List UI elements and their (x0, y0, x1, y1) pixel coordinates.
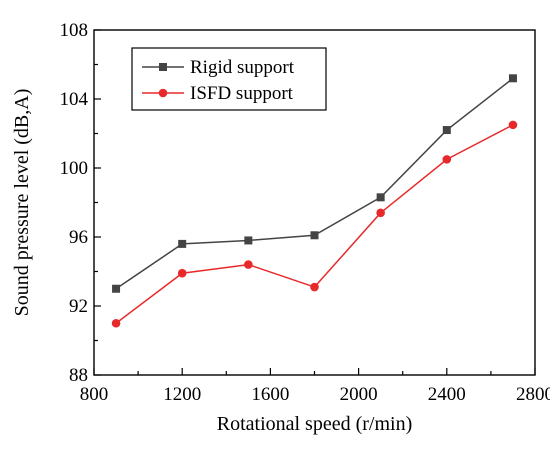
x-tick-label: 1600 (251, 384, 289, 405)
x-axis-title: Rotational speed (r/min) (217, 413, 413, 435)
legend-label: Rigid support (190, 57, 295, 78)
data-point-square (376, 193, 385, 202)
legend-box (131, 47, 327, 111)
x-tick-label: 2400 (428, 384, 466, 405)
x-tick-label: 2000 (340, 384, 378, 405)
data-point-square (442, 126, 451, 135)
x-tick-label: 800 (80, 384, 109, 405)
legend-label: ISFD support (190, 83, 294, 104)
data-point-circle (508, 120, 518, 130)
y-tick-label: 104 (60, 89, 89, 110)
data-point-square (244, 236, 253, 245)
data-point-circle (442, 155, 452, 164)
data-point-circle (177, 268, 187, 278)
x-tick-label: 2800 (516, 384, 550, 405)
y-tick-label: 88 (69, 365, 88, 386)
data-point-circle (310, 282, 319, 292)
axis-ticks: 800 1200 1600 2000 2400 2800 88 92 96 100 104 108 (60, 20, 550, 405)
data-point-square (310, 231, 319, 240)
data-point-square (112, 284, 121, 293)
y-tick-label: 92 (69, 296, 88, 317)
legend: Rigid support ISFD support (131, 47, 327, 111)
legend-marker-square (159, 63, 167, 71)
legend-marker-circle (158, 88, 168, 98)
y-tick-label: 96 (69, 227, 88, 248)
series-layer (111, 74, 518, 328)
x-tick-label: 1200 (163, 384, 201, 405)
y-tick-label: 100 (60, 158, 89, 179)
series-line-2 (115, 124, 514, 324)
data-point-square (508, 74, 517, 83)
y-tick-label: 108 (60, 20, 89, 41)
data-point-circle (244, 260, 253, 269)
data-point-square (178, 239, 187, 248)
data-point-circle (376, 208, 385, 218)
data-point-circle (111, 318, 121, 328)
y-axis-title: Sound pressure level (dB,A) (11, 89, 33, 317)
